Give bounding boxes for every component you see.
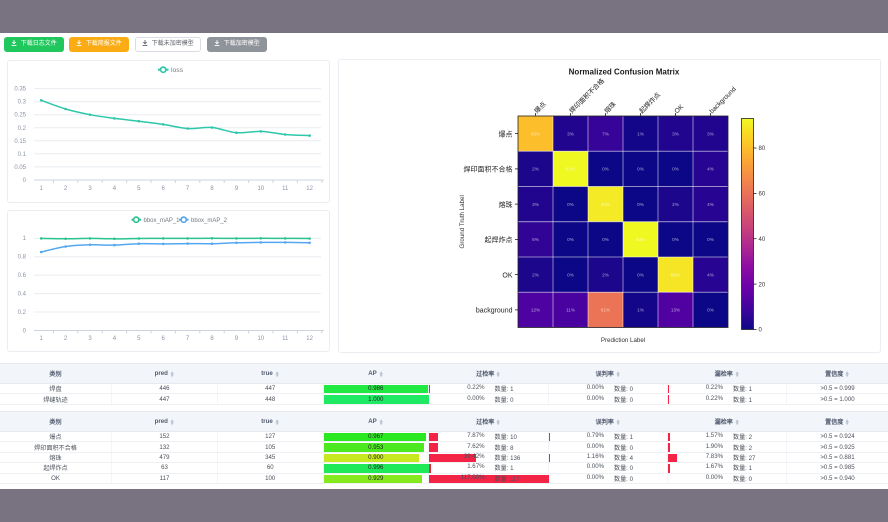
svg-text:12%: 12% xyxy=(531,308,540,313)
svg-text:3%: 3% xyxy=(707,131,714,136)
svg-text:0%: 0% xyxy=(637,167,644,172)
svg-text:OK: OK xyxy=(673,103,685,115)
svg-text:89%: 89% xyxy=(671,272,680,277)
svg-text:起焊炸点: 起焊炸点 xyxy=(485,235,513,244)
svg-text:10: 10 xyxy=(257,186,264,192)
svg-text:5: 5 xyxy=(137,336,141,342)
svg-text:0.2: 0.2 xyxy=(18,310,27,316)
svg-text:12: 12 xyxy=(306,186,313,192)
svg-text:0: 0 xyxy=(23,329,27,335)
svg-text:3%: 3% xyxy=(567,131,574,136)
svg-text:OK: OK xyxy=(502,272,512,279)
svg-text:6: 6 xyxy=(162,186,166,192)
svg-text:0.1: 0.1 xyxy=(18,152,27,158)
svg-text:2%: 2% xyxy=(672,202,679,207)
svg-text:0: 0 xyxy=(23,178,27,184)
svg-text:7: 7 xyxy=(186,336,190,342)
svg-text:3: 3 xyxy=(88,336,92,342)
svg-text:2%: 2% xyxy=(602,272,609,277)
svg-text:11: 11 xyxy=(282,336,289,342)
svg-text:5: 5 xyxy=(137,186,141,192)
svg-text:background: background xyxy=(476,308,513,315)
svg-text:bbox_mAP_2: bbox_mAP_2 xyxy=(191,218,228,224)
svg-text:起焊炸点: 起焊炸点 xyxy=(637,90,662,115)
svg-text:0%: 0% xyxy=(672,167,679,172)
svg-text:1: 1 xyxy=(40,186,44,192)
svg-text:熔珠: 熔珠 xyxy=(499,200,513,209)
svg-text:8: 8 xyxy=(210,186,214,192)
svg-text:2%: 2% xyxy=(532,167,539,172)
svg-text:93%: 93% xyxy=(566,167,575,172)
svg-text:焊印面积不合格: 焊印面积不合格 xyxy=(464,165,513,174)
svg-text:1: 1 xyxy=(40,336,44,342)
svg-text:12: 12 xyxy=(306,336,313,342)
svg-text:0.05: 0.05 xyxy=(14,165,26,171)
svg-text:4%: 4% xyxy=(707,272,714,277)
svg-text:0.8: 0.8 xyxy=(18,255,27,261)
svg-text:焊印面积不合格: 焊印面积不合格 xyxy=(567,76,606,115)
svg-text:background: background xyxy=(708,86,738,116)
svg-text:2: 2 xyxy=(64,336,68,342)
svg-text:爆点: 爆点 xyxy=(499,129,513,138)
svg-text:40: 40 xyxy=(759,237,766,243)
svg-text:Ground Truth Label: Ground Truth Label xyxy=(459,195,466,248)
svg-text:6: 6 xyxy=(162,336,166,342)
svg-text:1: 1 xyxy=(23,236,27,242)
svg-text:3%: 3% xyxy=(532,202,539,207)
svg-text:0%: 0% xyxy=(602,237,609,242)
svg-text:6%: 6% xyxy=(532,237,539,242)
svg-text:4: 4 xyxy=(113,336,117,342)
svg-text:61%: 61% xyxy=(601,308,610,313)
svg-text:4%: 4% xyxy=(707,202,714,207)
svg-text:2%: 2% xyxy=(532,272,539,277)
svg-text:0.25: 0.25 xyxy=(14,113,26,119)
svg-text:1%: 1% xyxy=(637,308,644,313)
svg-text:0%: 0% xyxy=(707,308,714,313)
svg-text:4%: 4% xyxy=(707,167,714,172)
svg-text:11: 11 xyxy=(282,186,289,192)
svg-text:0%: 0% xyxy=(567,202,574,207)
svg-text:Normalized Confusion Matrix: Normalized Confusion Matrix xyxy=(569,68,680,77)
svg-text:0.35: 0.35 xyxy=(14,87,26,93)
svg-text:0: 0 xyxy=(759,328,763,334)
svg-text:Prediction Label: Prediction Label xyxy=(601,337,645,344)
svg-text:11%: 11% xyxy=(566,308,575,313)
svg-text:3%: 3% xyxy=(672,131,679,136)
svg-text:1%: 1% xyxy=(637,131,644,136)
svg-text:9: 9 xyxy=(235,336,239,342)
svg-text:0.4: 0.4 xyxy=(18,292,27,298)
svg-text:爆点: 爆点 xyxy=(532,99,548,115)
svg-text:0.15: 0.15 xyxy=(14,139,26,145)
svg-text:0%: 0% xyxy=(672,237,679,242)
svg-text:7: 7 xyxy=(186,186,190,192)
svg-text:2: 2 xyxy=(64,186,68,192)
svg-text:0%: 0% xyxy=(707,237,714,242)
svg-text:7%: 7% xyxy=(602,131,609,136)
svg-text:0%: 0% xyxy=(637,272,644,277)
svg-text:3: 3 xyxy=(88,186,92,192)
svg-text:10: 10 xyxy=(257,336,264,342)
svg-text:0.2: 0.2 xyxy=(18,126,27,132)
svg-text:60: 60 xyxy=(759,192,766,198)
svg-text:0.3: 0.3 xyxy=(18,100,27,106)
svg-text:loss: loss xyxy=(171,67,184,74)
svg-text:0.6: 0.6 xyxy=(18,273,27,279)
svg-text:bbox_mAP_1: bbox_mAP_1 xyxy=(144,218,181,224)
svg-text:80: 80 xyxy=(759,146,766,152)
svg-text:0%: 0% xyxy=(637,202,644,207)
svg-text:85%: 85% xyxy=(531,131,540,136)
svg-text:90%: 90% xyxy=(601,202,610,207)
svg-text:13%: 13% xyxy=(671,308,680,313)
svg-text:0%: 0% xyxy=(602,167,609,172)
svg-text:熔珠: 熔珠 xyxy=(602,99,618,115)
svg-text:8: 8 xyxy=(210,336,214,342)
svg-text:20: 20 xyxy=(759,282,766,288)
svg-text:0%: 0% xyxy=(567,272,574,277)
svg-text:0%: 0% xyxy=(567,237,574,242)
svg-text:4: 4 xyxy=(113,186,117,192)
svg-text:9: 9 xyxy=(235,186,239,192)
svg-text:93%: 93% xyxy=(636,237,645,242)
